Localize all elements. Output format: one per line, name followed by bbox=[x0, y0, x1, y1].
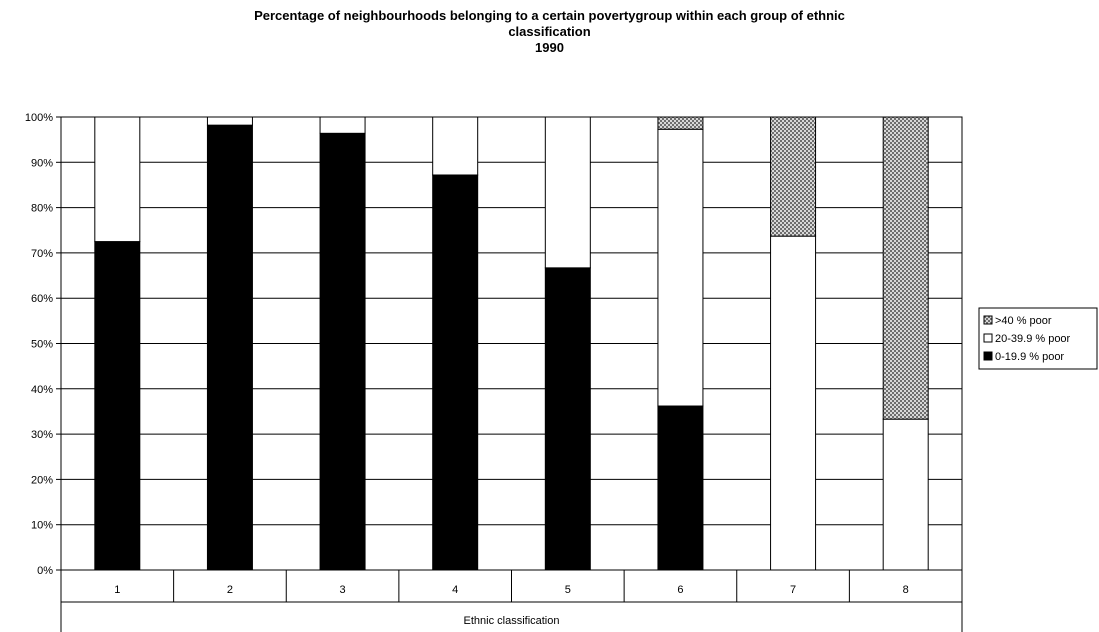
x-tick-label: 5 bbox=[565, 584, 571, 596]
y-tick-label: 100% bbox=[25, 112, 53, 124]
y-tick-labels: 0% 10% 20% 30% 40% 50% 60% 70% 80% 90% 100% bbox=[25, 112, 53, 577]
y-tick-label: 20% bbox=[31, 474, 53, 486]
y-tick-label: 30% bbox=[31, 429, 53, 441]
gridlines bbox=[61, 116, 962, 571]
legend-swatch bbox=[983, 315, 993, 325]
bar-segment bbox=[94, 116, 141, 243]
bar-segment bbox=[206, 116, 253, 126]
x-tick-label: 3 bbox=[340, 584, 346, 596]
legend-box bbox=[978, 307, 1098, 370]
bar-segment bbox=[657, 405, 704, 571]
legend-label: >40 % poor bbox=[995, 315, 1052, 327]
bar-segment bbox=[206, 124, 253, 571]
x-tick-label: 6 bbox=[677, 584, 683, 596]
y-tick-label: 50% bbox=[31, 339, 53, 351]
chart-title: Percentage of neighbourhoods belonging t… bbox=[0, 8, 1099, 56]
legend-swatch bbox=[983, 333, 993, 343]
bar-segment bbox=[319, 132, 366, 571]
y-tick-label: 60% bbox=[31, 293, 53, 305]
bar-segment bbox=[319, 116, 366, 134]
x-tick-label: 2 bbox=[227, 584, 233, 596]
bars bbox=[94, 116, 929, 571]
legend: >40 % poor 20-39.9 % poor 0-19.9 % poor bbox=[978, 307, 1098, 370]
x-tick-labels: 1 2 3 4 5 6 7 8 bbox=[114, 584, 909, 596]
y-tick-label: 40% bbox=[31, 384, 53, 396]
chart-title-line: Percentage of neighbourhoods belonging t… bbox=[254, 8, 845, 23]
bar-segment bbox=[657, 128, 704, 407]
bar-segment bbox=[882, 418, 929, 571]
legend-label: 20-39.9 % poor bbox=[995, 333, 1071, 345]
x-tick-label: 8 bbox=[903, 584, 909, 596]
legend-swatch bbox=[983, 351, 993, 361]
legend-label: 0-19.9 % poor bbox=[995, 351, 1064, 363]
y-tick-label: 0% bbox=[37, 565, 53, 577]
chart-title-line: classification bbox=[508, 24, 591, 39]
y-tick-label: 80% bbox=[31, 203, 53, 215]
bar-segment bbox=[432, 174, 479, 571]
bar-segment bbox=[882, 116, 929, 420]
bar-segment bbox=[432, 116, 479, 176]
bar-segment bbox=[544, 267, 591, 571]
x-tick-label: 7 bbox=[790, 584, 796, 596]
bar-segment bbox=[770, 116, 817, 237]
bar-segment bbox=[94, 241, 141, 571]
chart-title-line: 1990 bbox=[535, 40, 564, 55]
y-tick-label: 70% bbox=[31, 248, 53, 260]
axes bbox=[56, 116, 963, 632]
x-tick-label: 1 bbox=[114, 584, 120, 596]
y-tick-label: 10% bbox=[31, 520, 53, 532]
x-tick-label: 4 bbox=[452, 584, 458, 596]
y-tick-label: 90% bbox=[31, 157, 53, 169]
bar-segment bbox=[770, 235, 817, 571]
bar-segment bbox=[544, 116, 591, 269]
bar-segment bbox=[657, 116, 704, 130]
x-axis-title: Ethnic classification bbox=[464, 615, 560, 627]
